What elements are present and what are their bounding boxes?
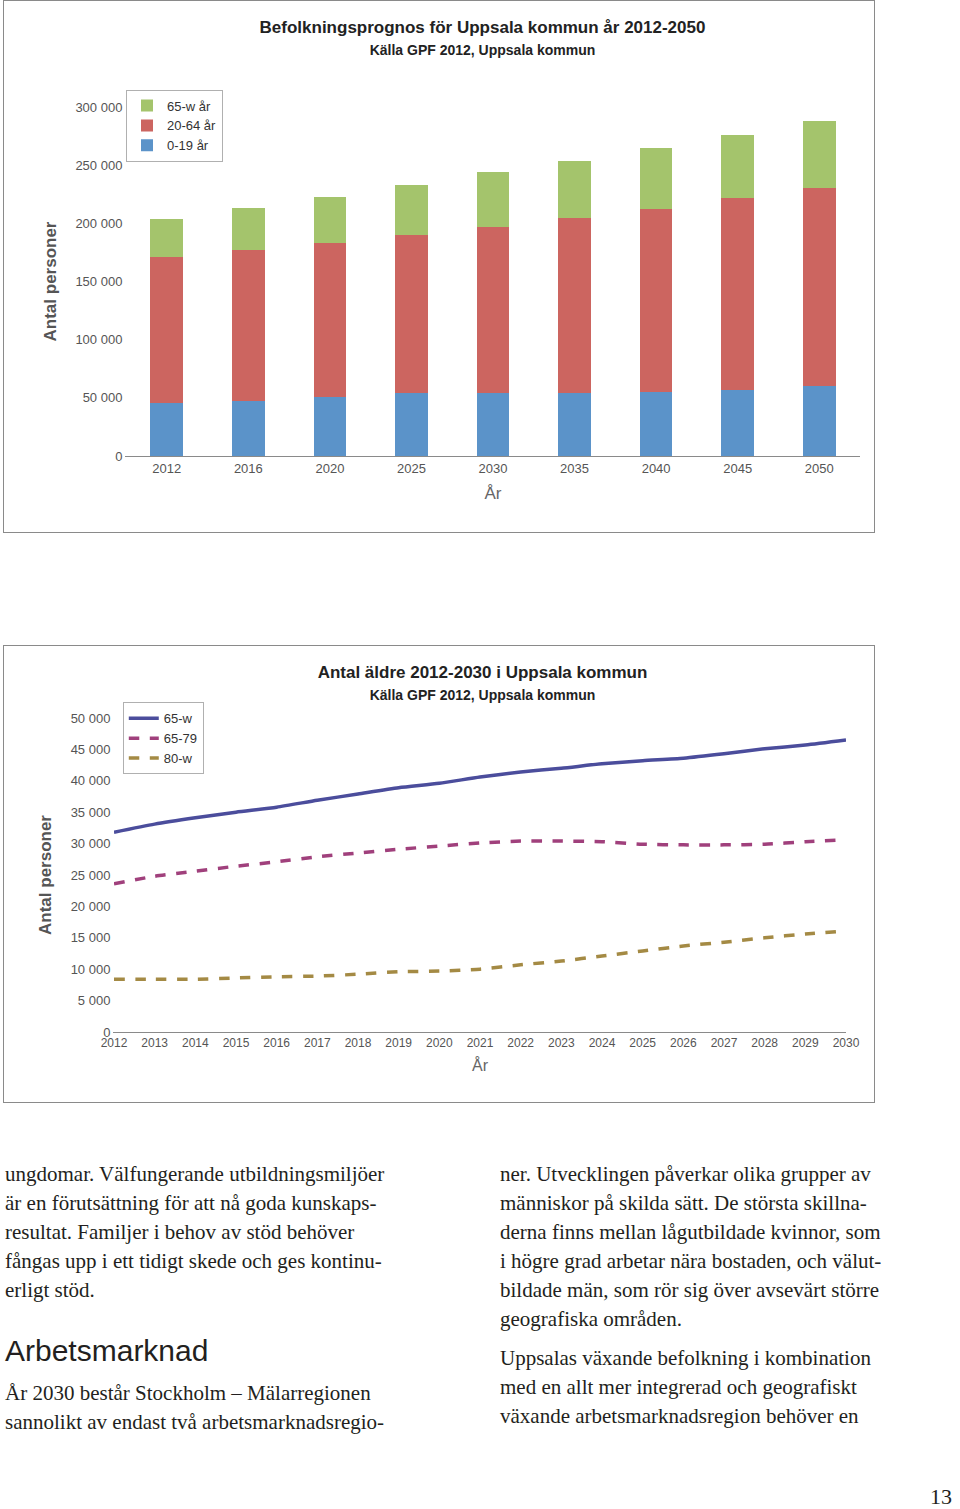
svg-text:2015: 2015 — [223, 1036, 250, 1050]
svg-text:Antal personer: Antal personer — [41, 221, 60, 341]
svg-text:40 000: 40 000 — [71, 773, 111, 788]
svg-text:50 000: 50 000 — [71, 711, 111, 726]
svg-text:2025: 2025 — [629, 1036, 656, 1050]
svg-text:5 000: 5 000 — [78, 993, 111, 1008]
svg-text:2012: 2012 — [152, 461, 181, 476]
svg-text:2024: 2024 — [589, 1036, 616, 1050]
html-text:derna finns mellan lågutbildad: derna finns mellan lågutbildade kvinnor,… — [500, 1220, 881, 1244]
svg-text:25 000: 25 000 — [71, 868, 111, 883]
html-text:med en allt mer integrerad och: med en allt mer integrerad och geografis… — [500, 1375, 857, 1399]
svg-text:15 000: 15 000 — [71, 930, 111, 945]
html-text:bildade män, som rör sig över: bildade män, som rör sig över avsevärt s… — [500, 1278, 880, 1302]
svg-text:År: År — [472, 1056, 489, 1074]
svg-text:2029: 2029 — [792, 1036, 819, 1050]
svg-text:Antal personer: Antal personer — [36, 815, 55, 935]
html-text:År 2030 består Stockholm – Mäl: År 2030 består Stockholm – Mälarregionen — [5, 1381, 371, 1405]
svg-text:2012: 2012 — [101, 1036, 128, 1050]
html-text:geografiska områden.: geografiska områden. — [500, 1307, 682, 1331]
html-text:erligt stöd.: erligt stöd. — [5, 1278, 95, 1302]
svg-text:50 000: 50 000 — [83, 390, 123, 405]
svg-text:0: 0 — [115, 449, 122, 464]
svg-text:2013: 2013 — [141, 1036, 168, 1050]
svg-text:Befolkningsprognos för Uppsala: Befolkningsprognos för Uppsala kommun år… — [260, 18, 706, 58]
svg-text:2016: 2016 — [234, 461, 263, 476]
html-text:människor på skilda sätt. De s: människor på skilda sätt. De största ski… — [500, 1191, 867, 1215]
svg-text:2018: 2018 — [345, 1036, 372, 1050]
svg-text:Antal äldre 2012-2030 i Uppsal: Antal äldre 2012-2030 i Uppsala kommunKä… — [318, 663, 648, 703]
svg-text:65-w år: 65-w år — [167, 99, 211, 114]
svg-text:2027: 2027 — [711, 1036, 738, 1050]
svg-text:2021: 2021 — [467, 1036, 494, 1050]
html-text:ungdomar. Välfungerande utbild: ungdomar. Välfungerande utbildningsmiljö… — [5, 1162, 385, 1186]
svg-text:2017: 2017 — [304, 1036, 331, 1050]
svg-text:År: År — [485, 484, 502, 503]
svg-text:2025: 2025 — [397, 461, 426, 476]
svg-text:0-19 år: 0-19 år — [167, 138, 209, 153]
html-text:Arbetsmarknad: Arbetsmarknad — [5, 1334, 209, 1367]
svg-text:0: 0 — [103, 1025, 110, 1040]
html-text:i högre grad arbetar nära bost: i högre grad arbetar nära bostaden, och … — [500, 1249, 882, 1273]
svg-text:80-w: 80-w — [164, 751, 193, 766]
svg-text:200 000: 200 000 — [75, 216, 122, 231]
svg-text:2020: 2020 — [315, 461, 344, 476]
svg-text:2016: 2016 — [263, 1036, 290, 1050]
svg-text:300 000: 300 000 — [75, 100, 122, 115]
svg-text:250 000: 250 000 — [75, 158, 122, 173]
svg-text:2022: 2022 — [507, 1036, 534, 1050]
svg-text:30 000: 30 000 — [71, 836, 111, 851]
svg-text:2030: 2030 — [479, 461, 508, 476]
svg-text:2019: 2019 — [385, 1036, 412, 1050]
svg-text:100 000: 100 000 — [75, 332, 122, 347]
svg-text:2026: 2026 — [670, 1036, 697, 1050]
svg-text:2028: 2028 — [751, 1036, 778, 1050]
svg-text:2045: 2045 — [723, 461, 752, 476]
svg-text:2050: 2050 — [805, 461, 834, 476]
svg-text:2040: 2040 — [642, 461, 671, 476]
svg-text:65-w: 65-w — [164, 711, 193, 726]
html-text:är en förutsättning för att nå: är en förutsättning för att nå goda kuns… — [5, 1191, 377, 1215]
svg-text:2023: 2023 — [548, 1036, 575, 1050]
svg-text:45 000: 45 000 — [71, 742, 111, 757]
svg-text:2035: 2035 — [560, 461, 589, 476]
html-text:Uppsalas växande befolkning i: Uppsalas växande befolkning i kombinatio… — [500, 1346, 871, 1370]
svg-text:35 000: 35 000 — [71, 805, 111, 820]
html-text:resultat. Familjer i behov av: resultat. Familjer i behov av stöd behöv… — [5, 1220, 355, 1244]
svg-text:2020: 2020 — [426, 1036, 453, 1050]
svg-text:150 000: 150 000 — [75, 274, 122, 289]
svg-text:20-64 år: 20-64 år — [167, 118, 216, 133]
svg-text:2014: 2014 — [182, 1036, 209, 1050]
svg-text:2030: 2030 — [833, 1036, 860, 1050]
html-text:ner. Utvecklingen påverkar oli: ner. Utvecklingen påverkar olika grupper… — [500, 1162, 871, 1186]
html-text:13: 13 — [930, 1484, 952, 1509]
svg-text:10 000: 10 000 — [71, 962, 111, 977]
html-text:fångas upp i ett tidigt skede: fångas upp i ett tidigt skede och ges ko… — [5, 1249, 382, 1273]
svg-text:65-79: 65-79 — [164, 731, 197, 746]
html-text:växande arbetsmarknadsregion b: växande arbetsmarknadsregion behöver en — [500, 1404, 859, 1428]
svg-text:20 000: 20 000 — [71, 899, 111, 914]
html-text:sannolikt av endast två arbets: sannolikt av endast två arbetsmarknadsre… — [5, 1410, 384, 1434]
